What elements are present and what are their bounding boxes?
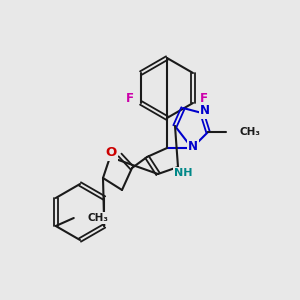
Text: N: N — [200, 104, 210, 118]
Text: O: O — [105, 146, 117, 160]
Text: NH: NH — [174, 168, 192, 178]
Text: CH₃: CH₃ — [88, 213, 109, 223]
Text: F: F — [200, 92, 208, 106]
Text: N: N — [188, 140, 198, 152]
Text: F: F — [126, 92, 134, 106]
Text: CH₃: CH₃ — [240, 127, 261, 137]
